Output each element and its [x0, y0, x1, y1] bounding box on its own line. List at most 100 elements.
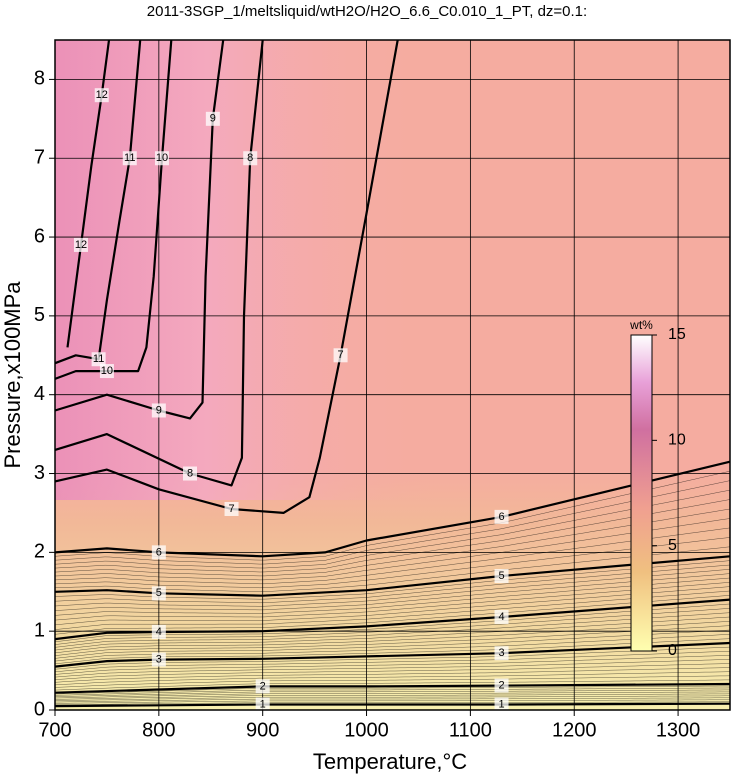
- contour-line: [54, 702, 731, 708]
- minor-contour: [54, 586, 731, 626]
- contour-label-box: [255, 679, 270, 694]
- contour-label: 3: [498, 647, 504, 659]
- minor-contour: [54, 537, 731, 589]
- contour-label: 12: [75, 239, 87, 251]
- minor-contour: [54, 489, 731, 569]
- contour-label-box: [151, 545, 166, 560]
- x-tick-label: 1000: [344, 719, 389, 741]
- y-tick-label: 0: [34, 698, 45, 720]
- minor-contour: [54, 573, 731, 611]
- minor-contour: [54, 612, 731, 648]
- contour-label-box: [122, 151, 137, 166]
- contour-label: 3: [156, 653, 162, 665]
- y-tick-label: 8: [34, 68, 45, 90]
- contour-label-box: [205, 111, 220, 126]
- minor-contour: [54, 480, 731, 565]
- plot-frame: [54, 39, 731, 711]
- x-axis-label: Temperature,°C: [313, 749, 467, 774]
- minor-contour: [54, 569, 731, 607]
- contour-label: 2: [260, 680, 266, 692]
- contour-label: 4: [156, 626, 162, 638]
- minor-contour: [54, 564, 731, 604]
- minor-contour: [54, 560, 731, 600]
- colorbar: [630, 334, 653, 652]
- y-tick-label: 7: [34, 147, 45, 169]
- minor-contour: [54, 625, 731, 656]
- contour-label: 6: [156, 546, 162, 558]
- minor-contour: [54, 659, 731, 678]
- y-tick-label: 1: [34, 619, 45, 641]
- contour-label-box: [151, 652, 166, 667]
- contour-label-box: [183, 466, 197, 481]
- contour-label: 1: [260, 698, 266, 710]
- minor-contour: [54, 695, 730, 701]
- minor-contour: [54, 616, 731, 651]
- y-tick-label: 6: [34, 225, 45, 247]
- minor-contour: [54, 499, 731, 573]
- contour-label: 2: [498, 679, 504, 691]
- contour-line: [54, 39, 225, 420]
- contour-label: 8: [247, 152, 253, 164]
- contour-label-box: [494, 697, 509, 712]
- contour-label-box: [243, 151, 258, 166]
- minor-contour: [55, 697, 730, 703]
- minor-contour: [54, 621, 731, 654]
- minor-contour: [54, 650, 731, 673]
- contour-label: 11: [124, 152, 135, 164]
- contour-label-box: [94, 88, 109, 103]
- contour-label: 9: [156, 404, 162, 416]
- contour-label-box: [494, 569, 509, 583]
- contour-label-box: [154, 151, 169, 166]
- contour-line: [54, 39, 399, 514]
- y-tick-label: 4: [34, 383, 45, 405]
- contour-label: 5: [156, 587, 162, 599]
- contour-line: [54, 460, 731, 558]
- y-tick-label: 3: [34, 462, 45, 484]
- minor-contour: [54, 687, 731, 696]
- x-tick-label: 1300: [656, 719, 701, 741]
- y-axis-label: Pressure,x100MPa: [0, 281, 25, 469]
- minor-contour: [54, 638, 731, 665]
- contour-label-box: [151, 624, 166, 639]
- x-tick-label: 1200: [552, 719, 597, 741]
- minor-contour: [54, 675, 731, 688]
- minor-contour: [54, 629, 731, 659]
- contour-label: 8: [187, 467, 193, 479]
- minor-contour: [55, 701, 730, 705]
- y-tick-label: 5: [34, 304, 45, 326]
- contour-label-box: [494, 609, 509, 624]
- colorbar-tick-label: 10: [668, 432, 686, 449]
- minor-contour: [54, 685, 730, 695]
- minor-contour: [54, 671, 731, 686]
- contour-label-box: [151, 403, 166, 418]
- x-tick-label: 700: [38, 719, 71, 741]
- contour-label-box: [99, 364, 114, 379]
- minor-contour: [54, 470, 731, 561]
- contour-label-box: [255, 697, 270, 712]
- minor-contour: [54, 699, 730, 704]
- colorbar-label: wt%: [629, 318, 653, 332]
- contour-line: [54, 39, 264, 487]
- contour-label-box: [151, 586, 166, 601]
- minor-contour: [54, 577, 731, 616]
- minor-contour: [54, 590, 731, 630]
- contour-line: [54, 39, 173, 380]
- contour-label-box: [494, 678, 509, 693]
- contour-label-box: [494, 646, 509, 661]
- contour-label: 11: [93, 353, 104, 365]
- contour-label-box: [91, 352, 106, 367]
- minor-contour: [54, 667, 731, 683]
- x-tick-label: 800: [142, 719, 175, 741]
- minor-contour: [54, 689, 730, 697]
- contour-label: 7: [228, 503, 234, 515]
- minor-contour: [54, 634, 731, 662]
- minor-contour: [54, 655, 731, 675]
- minor-contour: [54, 546, 731, 592]
- colorbar-tick-label: 15: [668, 326, 686, 343]
- minor-contour: [54, 518, 731, 581]
- contour-label: 9: [210, 113, 216, 125]
- colorbar-tick-label: 5: [668, 537, 677, 554]
- minor-contour: [54, 646, 731, 670]
